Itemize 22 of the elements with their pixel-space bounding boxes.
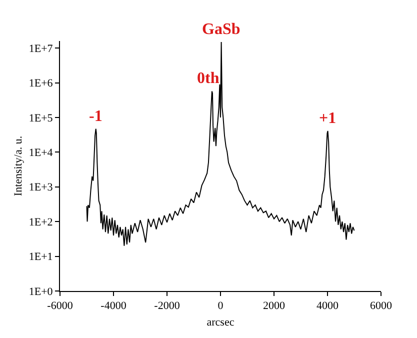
x-tick-label: -6000 [47,300,74,312]
y-tick-label: 1E+2 [28,216,53,228]
annotation: GaSb [202,21,240,38]
y-tick-label: 1E+1 [28,251,53,264]
annotation: 0th [197,70,220,87]
y-tick-label: 1E+5 [28,112,54,124]
annotation: +1 [319,110,336,127]
x-tick-label: 4000 [316,300,339,312]
y-axis-title: Intensity/a. u. [12,136,25,196]
y-tick-label: 1E+0 [28,286,54,298]
x-tick-label: -4000 [100,300,127,312]
y-tick-label: 1E+4 [28,147,54,160]
x-tick-label: 2000 [263,300,286,312]
annotation: -1 [89,108,102,125]
x-axis-title: arcsec [206,316,234,328]
y-tick-label: 1E+3 [28,182,54,194]
x-tick-label: -2000 [154,300,180,312]
y-tick-label: 1E+7 [28,42,54,55]
x-tick-label: 0 [218,300,224,312]
x-tick-label: 6000 [370,300,392,312]
y-tick-label: 1E+6 [28,78,54,90]
line-series [86,41,355,246]
